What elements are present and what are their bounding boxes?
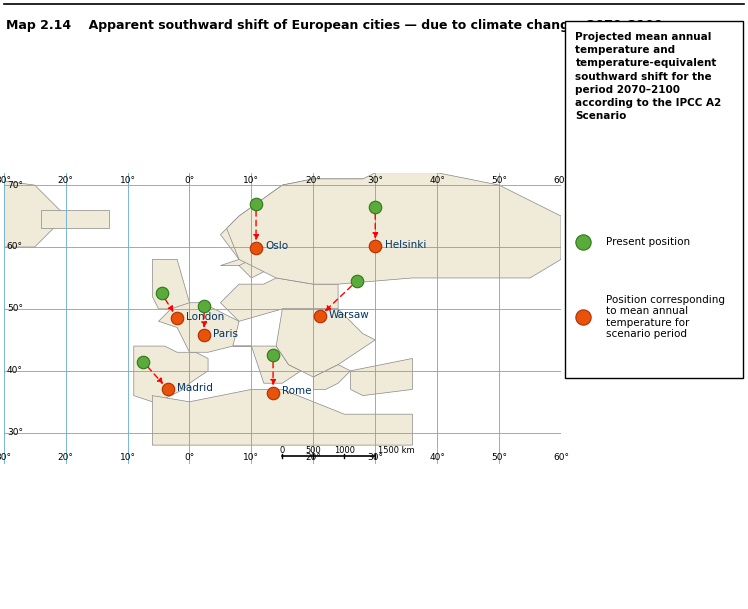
Polygon shape xyxy=(153,389,412,445)
Text: 60°: 60° xyxy=(553,176,569,185)
Polygon shape xyxy=(0,173,66,247)
Text: Position corresponding
to mean annual
temperature for
scenario period: Position corresponding to mean annual te… xyxy=(606,295,725,339)
Text: 60°: 60° xyxy=(7,242,23,252)
Text: Projected mean annual
temperature and
temperature-equivalent
southward shift for: Projected mean annual temperature and te… xyxy=(575,32,722,121)
Text: London: London xyxy=(186,312,224,322)
Text: 50°: 50° xyxy=(7,304,23,314)
Text: 40°: 40° xyxy=(429,176,445,185)
Polygon shape xyxy=(221,179,375,272)
Polygon shape xyxy=(233,346,301,383)
Text: Map 2.14    Apparent southward shift of European cities — due to climate change,: Map 2.14 Apparent southward shift of Eur… xyxy=(6,19,663,32)
Text: 30°: 30° xyxy=(367,453,383,462)
Text: 1000: 1000 xyxy=(334,446,355,455)
Polygon shape xyxy=(227,173,561,284)
Text: 50°: 50° xyxy=(491,453,507,462)
Polygon shape xyxy=(221,278,338,322)
Polygon shape xyxy=(41,210,109,228)
Text: Warsaw: Warsaw xyxy=(329,310,370,320)
Text: 1500 km: 1500 km xyxy=(378,446,415,455)
Text: Rome: Rome xyxy=(283,386,312,396)
Text: 10°: 10° xyxy=(243,176,260,185)
Text: 50°: 50° xyxy=(491,176,507,185)
Text: 30°: 30° xyxy=(0,453,12,462)
Text: 70°: 70° xyxy=(7,181,23,189)
Text: 40°: 40° xyxy=(429,453,445,462)
Text: 10°: 10° xyxy=(120,453,135,462)
Polygon shape xyxy=(239,259,264,278)
Text: 20°: 20° xyxy=(58,453,73,462)
Text: Oslo: Oslo xyxy=(266,242,289,252)
Text: 0°: 0° xyxy=(184,176,194,185)
Polygon shape xyxy=(159,303,239,352)
Polygon shape xyxy=(276,309,375,377)
Text: 500: 500 xyxy=(305,446,321,455)
Text: Helsinki: Helsinki xyxy=(384,239,426,250)
Text: 30°: 30° xyxy=(0,176,12,185)
Text: 30°: 30° xyxy=(7,428,23,437)
Text: 20°: 20° xyxy=(58,176,73,185)
Polygon shape xyxy=(313,365,351,389)
Text: 60°: 60° xyxy=(553,453,569,462)
Text: Madrid: Madrid xyxy=(177,383,213,393)
Text: 0°: 0° xyxy=(184,453,194,462)
Polygon shape xyxy=(134,346,208,402)
Text: 10°: 10° xyxy=(120,176,135,185)
Text: 20°: 20° xyxy=(305,176,322,185)
Text: 40°: 40° xyxy=(7,367,22,375)
Text: 20°: 20° xyxy=(305,453,322,462)
Text: 30°: 30° xyxy=(367,176,383,185)
Text: 0: 0 xyxy=(280,446,285,455)
FancyBboxPatch shape xyxy=(565,21,743,378)
Polygon shape xyxy=(351,359,412,396)
Text: 10°: 10° xyxy=(243,453,260,462)
Text: Present position: Present position xyxy=(606,237,690,247)
Polygon shape xyxy=(153,259,189,309)
Text: Paris: Paris xyxy=(213,329,239,339)
Polygon shape xyxy=(313,179,375,247)
